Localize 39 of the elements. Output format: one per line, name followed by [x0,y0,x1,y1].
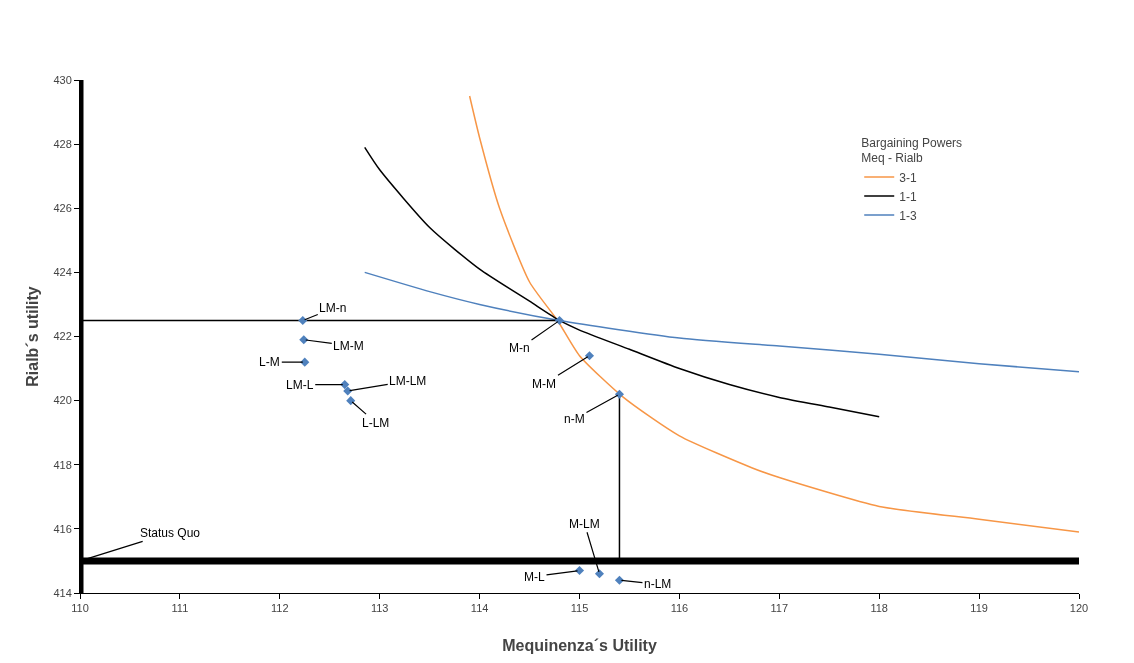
y-tick-label: 430 [53,73,72,86]
annotation: LM-L [286,378,314,392]
x-tick-label: 110 [71,602,89,615]
y-tick-label: 428 [53,137,72,150]
y-tick-label: 420 [53,394,72,407]
y-tick-label: 416 [53,522,72,535]
x-tick-label: 118 [870,602,888,615]
annotation: Status Quo [140,526,201,540]
legend-title: Bargaining Powers Meq - Rialb [861,135,963,166]
x-axis-title: Mequinenza´s Utility [502,637,657,654]
x-tick-label: 116 [670,602,689,615]
y-axis-title: Rialb´s utility [24,286,41,387]
annotation: LM-n [319,301,347,315]
y-tick-label: 418 [53,458,72,471]
annotation: n-M [564,412,585,426]
y-tick-label: 414 [53,586,72,599]
legend-label: 1-1 [899,189,917,204]
legend-label: 3-1 [899,170,917,185]
x-tick-label: 114 [470,602,489,615]
annotation: LM-M [333,339,364,353]
x-tick-label: 111 [171,602,189,615]
x-tick-label: 113 [370,602,389,615]
annotation: M-LM [569,517,600,531]
annotation: M-n [509,341,530,355]
annotation: M-M [532,377,556,391]
annotation: LM-LM [389,374,427,388]
legend-label: 1-3 [899,208,917,223]
y-tick-label: 422 [53,330,72,343]
annotation: L-LM [362,416,390,430]
annotation: n-LM [644,577,672,591]
x-tick-label: 119 [970,602,988,615]
x-tick-label: 120 [1069,602,1089,615]
y-tick-label: 426 [53,202,72,215]
x-tick-label: 115 [570,602,589,615]
x-tick-label: 117 [770,602,789,615]
annotation: L-M [259,355,280,369]
y-tick-label: 424 [53,266,72,279]
x-tick-label: 112 [271,602,289,615]
annotation: M-L [524,570,545,584]
